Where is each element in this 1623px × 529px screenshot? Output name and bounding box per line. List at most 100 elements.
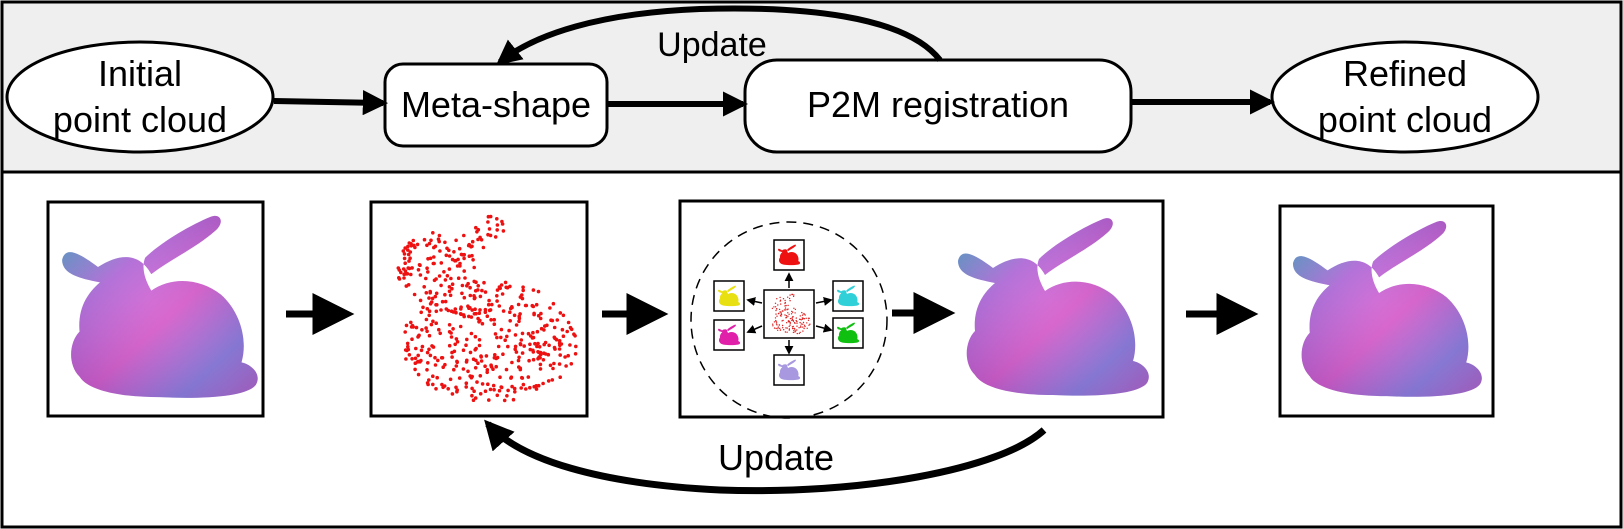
- point: [475, 230, 479, 234]
- point: [534, 387, 539, 391]
- point: [800, 319, 802, 321]
- point: [465, 284, 469, 288]
- point: [778, 308, 781, 311]
- refined-node: Refined point cloud: [1270, 40, 1540, 154]
- point: [777, 326, 779, 328]
- point: [806, 322, 808, 324]
- point: [802, 330, 804, 332]
- point: [483, 307, 488, 312]
- point: [480, 321, 485, 326]
- point: [454, 238, 458, 243]
- point: [477, 343, 482, 348]
- point: [521, 382, 526, 387]
- point: [551, 301, 556, 306]
- point: [501, 229, 506, 233]
- point: [487, 227, 492, 231]
- point: [788, 329, 790, 331]
- point: [786, 331, 788, 333]
- point: [470, 374, 475, 379]
- point: [552, 335, 557, 340]
- point: [514, 350, 519, 354]
- point: [433, 363, 438, 367]
- point: [508, 319, 512, 323]
- point: [465, 337, 469, 342]
- point: [428, 290, 433, 295]
- point: [413, 367, 417, 372]
- point: [447, 267, 452, 271]
- point: [802, 317, 804, 319]
- point: [433, 355, 437, 360]
- point: [470, 308, 475, 312]
- point: [779, 329, 782, 331]
- point: [433, 294, 438, 299]
- point: [426, 361, 430, 365]
- point: [535, 344, 539, 349]
- point: [462, 256, 466, 261]
- point: [539, 311, 543, 316]
- point: [408, 250, 413, 254]
- point: [789, 300, 791, 302]
- point: [450, 392, 455, 396]
- point: [478, 294, 483, 299]
- point: [489, 363, 493, 368]
- point: [436, 358, 440, 363]
- point: [773, 306, 775, 308]
- point: [407, 241, 412, 245]
- point: [454, 364, 459, 368]
- point: [499, 335, 503, 340]
- update-label-bottom: Update: [718, 437, 834, 478]
- registration-thumb: [832, 317, 864, 349]
- point: [480, 288, 484, 293]
- point: [483, 364, 487, 369]
- point: [434, 387, 438, 391]
- point: [399, 270, 403, 275]
- point: [434, 303, 438, 307]
- point: [460, 253, 465, 257]
- point: [503, 338, 508, 343]
- point: [425, 266, 429, 271]
- point: [472, 279, 477, 284]
- point: [448, 377, 453, 382]
- point: [484, 354, 489, 358]
- point: [786, 322, 788, 324]
- point: [785, 304, 787, 307]
- point: [491, 367, 495, 372]
- point: [460, 283, 465, 288]
- point: [452, 349, 457, 354]
- point: [787, 312, 789, 314]
- point: [488, 387, 493, 392]
- point: [558, 353, 562, 357]
- point: [462, 295, 467, 300]
- point: [406, 248, 410, 252]
- point: [526, 375, 531, 379]
- point: [447, 323, 452, 327]
- point: [450, 282, 455, 287]
- point: [402, 252, 407, 256]
- point: [486, 214, 491, 219]
- center-thumb: [763, 289, 815, 339]
- point: [490, 302, 494, 307]
- point: [796, 329, 798, 331]
- registration-thumb: [713, 319, 745, 351]
- point: [409, 272, 413, 277]
- point: [447, 289, 452, 294]
- point: [569, 327, 574, 332]
- point: [545, 323, 549, 328]
- point: [784, 299, 786, 302]
- point: [783, 309, 786, 311]
- point: [474, 225, 478, 230]
- point: [520, 376, 525, 380]
- point: [476, 237, 480, 242]
- point: [413, 356, 418, 361]
- point: [793, 294, 795, 296]
- point: [784, 307, 787, 309]
- point: [513, 390, 517, 394]
- point: [451, 327, 455, 331]
- point: [396, 266, 401, 270]
- point: [468, 306, 472, 310]
- point: [792, 331, 795, 334]
- point: [453, 342, 458, 347]
- point: [557, 347, 562, 351]
- point: [798, 332, 800, 335]
